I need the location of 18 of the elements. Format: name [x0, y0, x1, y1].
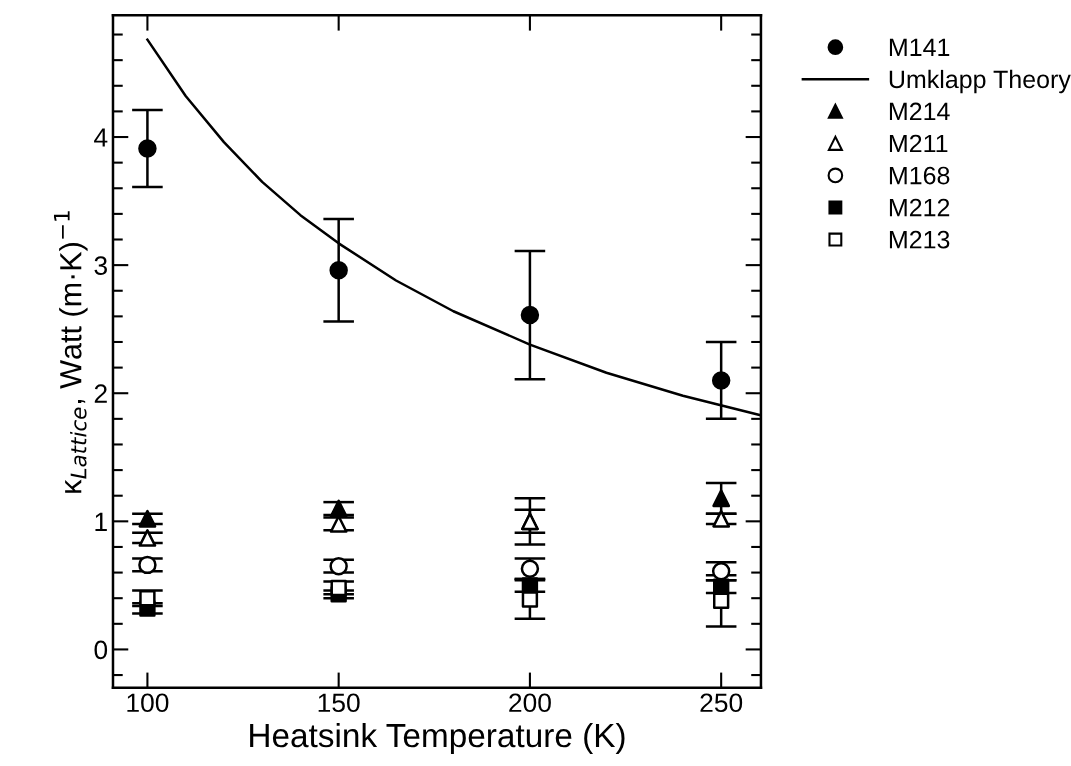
legend-label: M141 — [889, 38, 950, 56]
x-axis-title: Heatsink Temperature (K) — [250, 722, 625, 754]
y-tick-label: 1 — [95, 512, 107, 531]
legend-label: Umklapp Theory — [889, 69, 1071, 94]
legend-label: M168 — [889, 166, 950, 185]
legend-label: M211 — [889, 134, 948, 153]
y-tick-label: 0 — [94, 640, 108, 660]
y-axis-title: κ$_{Lattice}$, Watt (m·K)$^{−1}$ — [53, 211, 88, 493]
y-tick-label: 2 — [94, 384, 107, 403]
x-tick-label: 100 — [127, 693, 169, 713]
x-tick-label: 200 — [509, 693, 551, 713]
y-tick-label: 3 — [94, 256, 107, 275]
x-tick-label: 250 — [700, 693, 743, 713]
legend-label: M213 — [889, 230, 950, 249]
x-tick-label: 150 — [318, 693, 360, 713]
legend-label: M214 — [889, 102, 950, 121]
legend-label: M212 — [889, 198, 950, 217]
y-tick-label: 4 — [94, 128, 108, 147]
